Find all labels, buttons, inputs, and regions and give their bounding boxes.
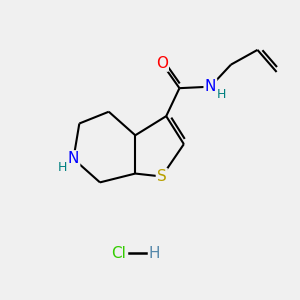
Text: N: N (68, 151, 79, 166)
Text: H: H (217, 88, 226, 101)
Text: H: H (148, 246, 160, 261)
Text: H: H (58, 160, 67, 174)
Text: O: O (156, 56, 168, 70)
Text: S: S (157, 169, 167, 184)
Text: Cl: Cl (112, 246, 126, 261)
Text: N: N (205, 79, 216, 94)
